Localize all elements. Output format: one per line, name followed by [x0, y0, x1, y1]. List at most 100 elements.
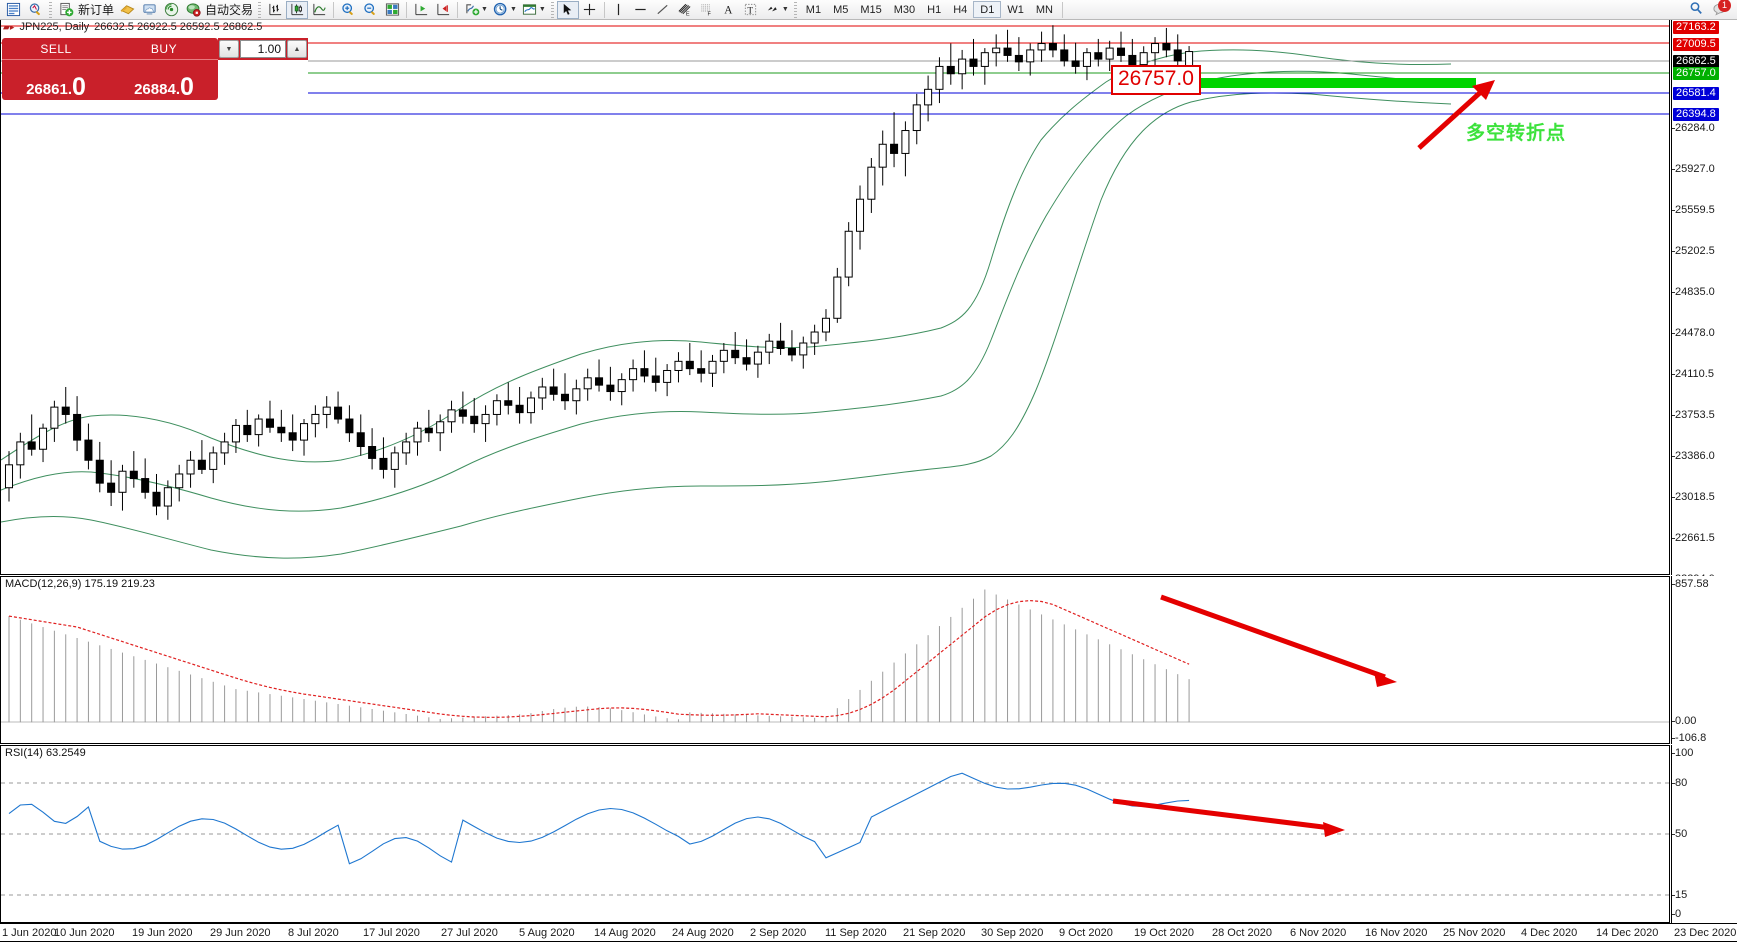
shift-end-icon[interactable]: [410, 1, 432, 19]
fibonacci-icon[interactable]: E: [674, 1, 696, 19]
axis-tick-label: 50: [1671, 828, 1688, 840]
vertical-line-icon[interactable]: [608, 1, 630, 19]
price-level-tag[interactable]: 26757.0: [1673, 67, 1719, 80]
trend-arrow-up: [1417, 80, 1495, 150]
price-level-tag[interactable]: 27009.5: [1673, 38, 1719, 51]
rsi-plot-svg: [1, 772, 1669, 896]
volume-input[interactable]: 1.00: [240, 40, 286, 58]
timeframe-h1[interactable]: H1: [927, 3, 942, 16]
time-axis[interactable]: 1 Jun 2020 10 Jun 2020 19 Jun 2020 29 Jun 2…: [0, 923, 1737, 942]
chart-symbol-label: JPN225, Daily: [19, 21, 90, 33]
price-level-tag[interactable]: 27163.2: [1673, 21, 1719, 34]
indicators-icon[interactable]: [461, 1, 483, 19]
alerts-icon[interactable]: 1: [1712, 0, 1731, 19]
shapes-icon[interactable]: [762, 1, 784, 19]
price-level-tag[interactable]: 26581.4: [1673, 87, 1719, 100]
time-axis-label: 8 Jul 2020: [288, 927, 339, 939]
sell-button[interactable]: SELL 26861 . 0: [2, 38, 110, 100]
volume-spacer: [218, 60, 308, 100]
autotrading-label[interactable]: 自动交易: [205, 3, 254, 17]
chevron-down-icon[interactable]: ▼: [509, 6, 517, 13]
chevron-down-icon[interactable]: ▼: [538, 6, 546, 13]
timeframe-w1[interactable]: W1: [1007, 3, 1024, 16]
chart-shift-icon[interactable]: [432, 1, 454, 19]
time-axis-label: 29 Jun 2020: [210, 927, 271, 939]
text-icon[interactable]: A: [718, 1, 740, 19]
terminal-icon[interactable]: [2, 1, 24, 19]
macd-pane[interactable]: MACD(12,26,9) 175.19 219.23: [0, 576, 1670, 744]
chinese-annotation-text[interactable]: 多空转折点: [1466, 123, 1567, 144]
new-order-label[interactable]: 新订单: [78, 3, 115, 17]
timeframe-mn[interactable]: MN: [1035, 3, 1053, 16]
axis-tick-label: 24835.0: [1672, 286, 1715, 298]
period-icon[interactable]: [490, 1, 512, 19]
templates-icon[interactable]: [519, 1, 541, 19]
timeframe-m1[interactable]: M1: [805, 3, 822, 16]
price-chart-pane[interactable]: 26757.0 多空转折点: [0, 20, 1670, 575]
volume-increase-button[interactable]: ▲: [287, 40, 307, 58]
macd-title: MACD(12,26,9) 175.19 219.23: [5, 578, 155, 590]
time-axis-label: 4 Dec 2020: [1521, 927, 1578, 939]
tile-windows-icon[interactable]: [381, 1, 403, 19]
timeframe-h4[interactable]: H4: [953, 3, 968, 16]
svg-text:A: A: [725, 5, 734, 17]
search-icon[interactable]: [1689, 1, 1704, 19]
signals-icon[interactable]: [160, 1, 182, 19]
price-axis[interactable]: 26284.0 25927.0 25559.5 25202.5 24835.0 24478…: [1671, 20, 1737, 708]
time-axis-label: 24 Aug 2020: [672, 927, 734, 939]
timeframe-m30[interactable]: M30: [893, 3, 916, 16]
buy-price-dot: .: [175, 81, 180, 98]
axis-tick-label: 24110.5: [1672, 368, 1714, 380]
chevron-down-icon[interactable]: ▼: [781, 6, 789, 13]
horizontal-line-icon[interactable]: [630, 1, 652, 19]
axis-tick-label: 0: [1671, 908, 1682, 920]
time-axis-label: 25 Nov 2020: [1443, 927, 1506, 939]
cursor-icon[interactable]: [556, 0, 579, 19]
zoom-out-icon[interactable]: [359, 1, 381, 19]
sell-price: 26861 . 0: [2, 60, 110, 100]
timeframe-m5[interactable]: M5: [833, 3, 849, 16]
timeframe-d1[interactable]: D1: [973, 1, 1002, 18]
history-icon[interactable]: [116, 1, 138, 19]
toolbar-divider: [1061, 1, 1063, 18]
buy-button[interactable]: BUY 26884 . 0: [110, 38, 218, 100]
line-chart-icon[interactable]: [308, 1, 330, 19]
new-order-icon[interactable]: [55, 1, 77, 19]
price-level-tag[interactable]: 26862.5: [1673, 55, 1719, 68]
rsi-plot: [1, 746, 1669, 922]
toolbar-divider: [333, 1, 335, 18]
fibonacci-fan-icon[interactable]: F: [696, 1, 718, 19]
rsi-trend-arrow: [1112, 798, 1345, 837]
data-window-icon[interactable]: [24, 1, 46, 19]
volume-stepper[interactable]: ▼ 1.00 ▲: [218, 38, 308, 60]
toolbar-right-group: 1: [1689, 0, 1737, 19]
axis-tick-label: 22661.5: [1672, 532, 1715, 544]
rsi-axis[interactable]: 100 80 50 15 0: [1671, 745, 1737, 923]
autotrading-icon[interactable]: [182, 1, 204, 19]
time-axis-label: 27 Jul 2020: [441, 927, 498, 939]
price-annotation-box[interactable]: 26757.0: [1111, 65, 1201, 96]
macd-signal-line: [8, 599, 1190, 718]
trendline-icon[interactable]: [652, 1, 674, 19]
axis-tick-label: 24478.0: [1672, 327, 1715, 339]
rsi-pane[interactable]: RSI(14) 63.2549: [0, 745, 1670, 923]
one-click-trading-panel[interactable]: SELL 26861 . 0 ▼ 1.00 ▲ BUY 26884 . 0: [2, 38, 308, 100]
cloud-icon[interactable]: [138, 1, 160, 19]
crosshair-icon[interactable]: [579, 1, 601, 19]
price-level-tag[interactable]: 26394.8: [1673, 108, 1719, 121]
macd-plot-svg: [1, 589, 1669, 723]
macd-axis[interactable]: 857.58 0.00 -106.8: [1671, 576, 1737, 744]
timeframe-m15[interactable]: M15: [860, 3, 882, 16]
volume-decrease-button[interactable]: ▼: [219, 40, 239, 58]
buy-price-int: 26884: [134, 81, 176, 98]
text-label-icon[interactable]: T: [740, 1, 762, 19]
bar-chart-icon[interactable]: [264, 1, 286, 19]
svg-text:E: E: [686, 12, 690, 17]
axis-tick-label: 100: [1671, 747, 1694, 759]
candlestick-chart-icon[interactable]: [286, 0, 309, 19]
chart-header: ▰▸ JPN225, Daily 26632.5 26922.5 26592.5…: [0, 20, 1737, 34]
chevron-down-icon[interactable]: ▼: [481, 6, 488, 13]
candlestick-series: [4, 25, 1194, 520]
zoom-in-icon[interactable]: [337, 1, 359, 19]
zone-highlight: [1184, 78, 1476, 88]
